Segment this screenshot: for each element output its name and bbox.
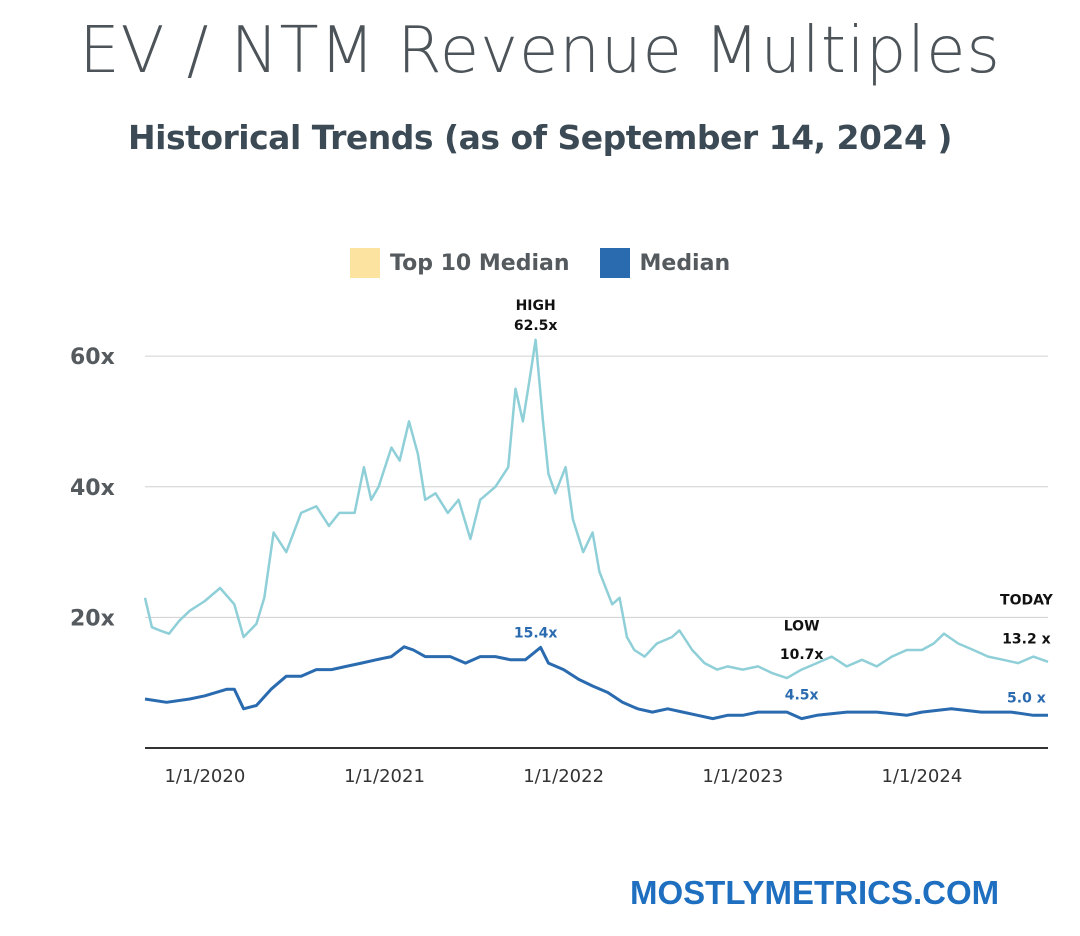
data-label: 5.0 x <box>1007 690 1046 706</box>
data-label: 10.7x <box>780 647 824 663</box>
legend-swatch-top10 <box>350 248 380 278</box>
data-label: 13.2 x <box>1002 632 1050 648</box>
y-tick-label: 20x <box>70 606 115 631</box>
data-label: HIGH <box>516 298 556 314</box>
legend-item-top10: Top 10 Median <box>350 248 570 278</box>
brand-footer: MOSTLYMETRICS.COM <box>630 874 1000 911</box>
series-line-top10 <box>143 338 1049 680</box>
chart-legend: Top 10 Median Median <box>350 248 760 278</box>
data-label: TODAY <box>1000 592 1054 608</box>
chart-subtitle: Historical Trends (as of September 14, 2… <box>128 118 952 157</box>
data-label: 15.4x <box>514 625 558 641</box>
data-label: 62.5x <box>514 318 558 334</box>
x-tick-label: 1/1/2022 <box>523 766 604 787</box>
legend-label-top10: Top 10 Median <box>390 250 570 276</box>
y-tick-label: 40x <box>70 476 115 501</box>
y-tick-label: 60x <box>70 345 115 370</box>
legend-item-median: Median <box>599 248 731 278</box>
legend-label-median: Median <box>639 250 731 276</box>
line-chart: 20x 40x 60x 1/1/2020 1/1/2021 1/1/2022 1/1/202… <box>70 298 1054 787</box>
series-line-median <box>144 645 1048 721</box>
legend-swatch-median <box>599 248 630 278</box>
x-tick-label: 1/1/2023 <box>702 766 783 787</box>
x-tick-label: 1/1/2024 <box>881 766 962 787</box>
x-tick-label: 1/1/2021 <box>344 766 425 787</box>
data-label: 4.5x <box>785 688 819 704</box>
data-label: LOW <box>784 618 820 634</box>
chart-title: EV / NTM Revenue Multiples <box>79 14 1001 88</box>
x-tick-label: 1/1/2020 <box>164 766 245 787</box>
